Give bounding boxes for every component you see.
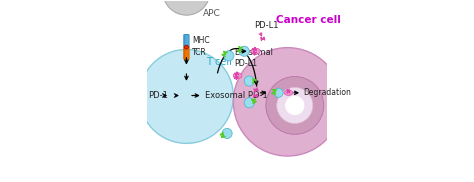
- Circle shape: [184, 45, 189, 49]
- Text: Exosomal
PD-L1: Exosomal PD-L1: [234, 48, 273, 68]
- FancyBboxPatch shape: [185, 34, 189, 47]
- Circle shape: [224, 51, 234, 61]
- Circle shape: [139, 50, 233, 143]
- Circle shape: [233, 48, 342, 156]
- Text: PD-1: PD-1: [148, 91, 168, 100]
- Ellipse shape: [251, 48, 260, 54]
- Text: Degradation: Degradation: [303, 88, 351, 97]
- Circle shape: [274, 88, 283, 97]
- Circle shape: [239, 46, 249, 56]
- Ellipse shape: [284, 90, 293, 95]
- Text: Exosomal PD-1: Exosomal PD-1: [205, 91, 268, 100]
- FancyBboxPatch shape: [184, 34, 188, 47]
- Text: Cancer cell: Cancer cell: [276, 15, 341, 25]
- Ellipse shape: [233, 73, 242, 79]
- Circle shape: [277, 87, 313, 124]
- FancyBboxPatch shape: [184, 47, 188, 59]
- Circle shape: [266, 77, 324, 134]
- Text: APC: APC: [203, 9, 220, 18]
- Circle shape: [285, 96, 305, 115]
- Text: T cell: T cell: [206, 57, 232, 67]
- Text: PD-L1: PD-L1: [254, 21, 279, 30]
- Text: TCR: TCR: [192, 48, 207, 58]
- FancyBboxPatch shape: [185, 47, 189, 59]
- Circle shape: [244, 76, 255, 86]
- Circle shape: [163, 0, 210, 15]
- Circle shape: [244, 98, 255, 108]
- Circle shape: [222, 128, 232, 139]
- Text: MHC: MHC: [192, 36, 210, 45]
